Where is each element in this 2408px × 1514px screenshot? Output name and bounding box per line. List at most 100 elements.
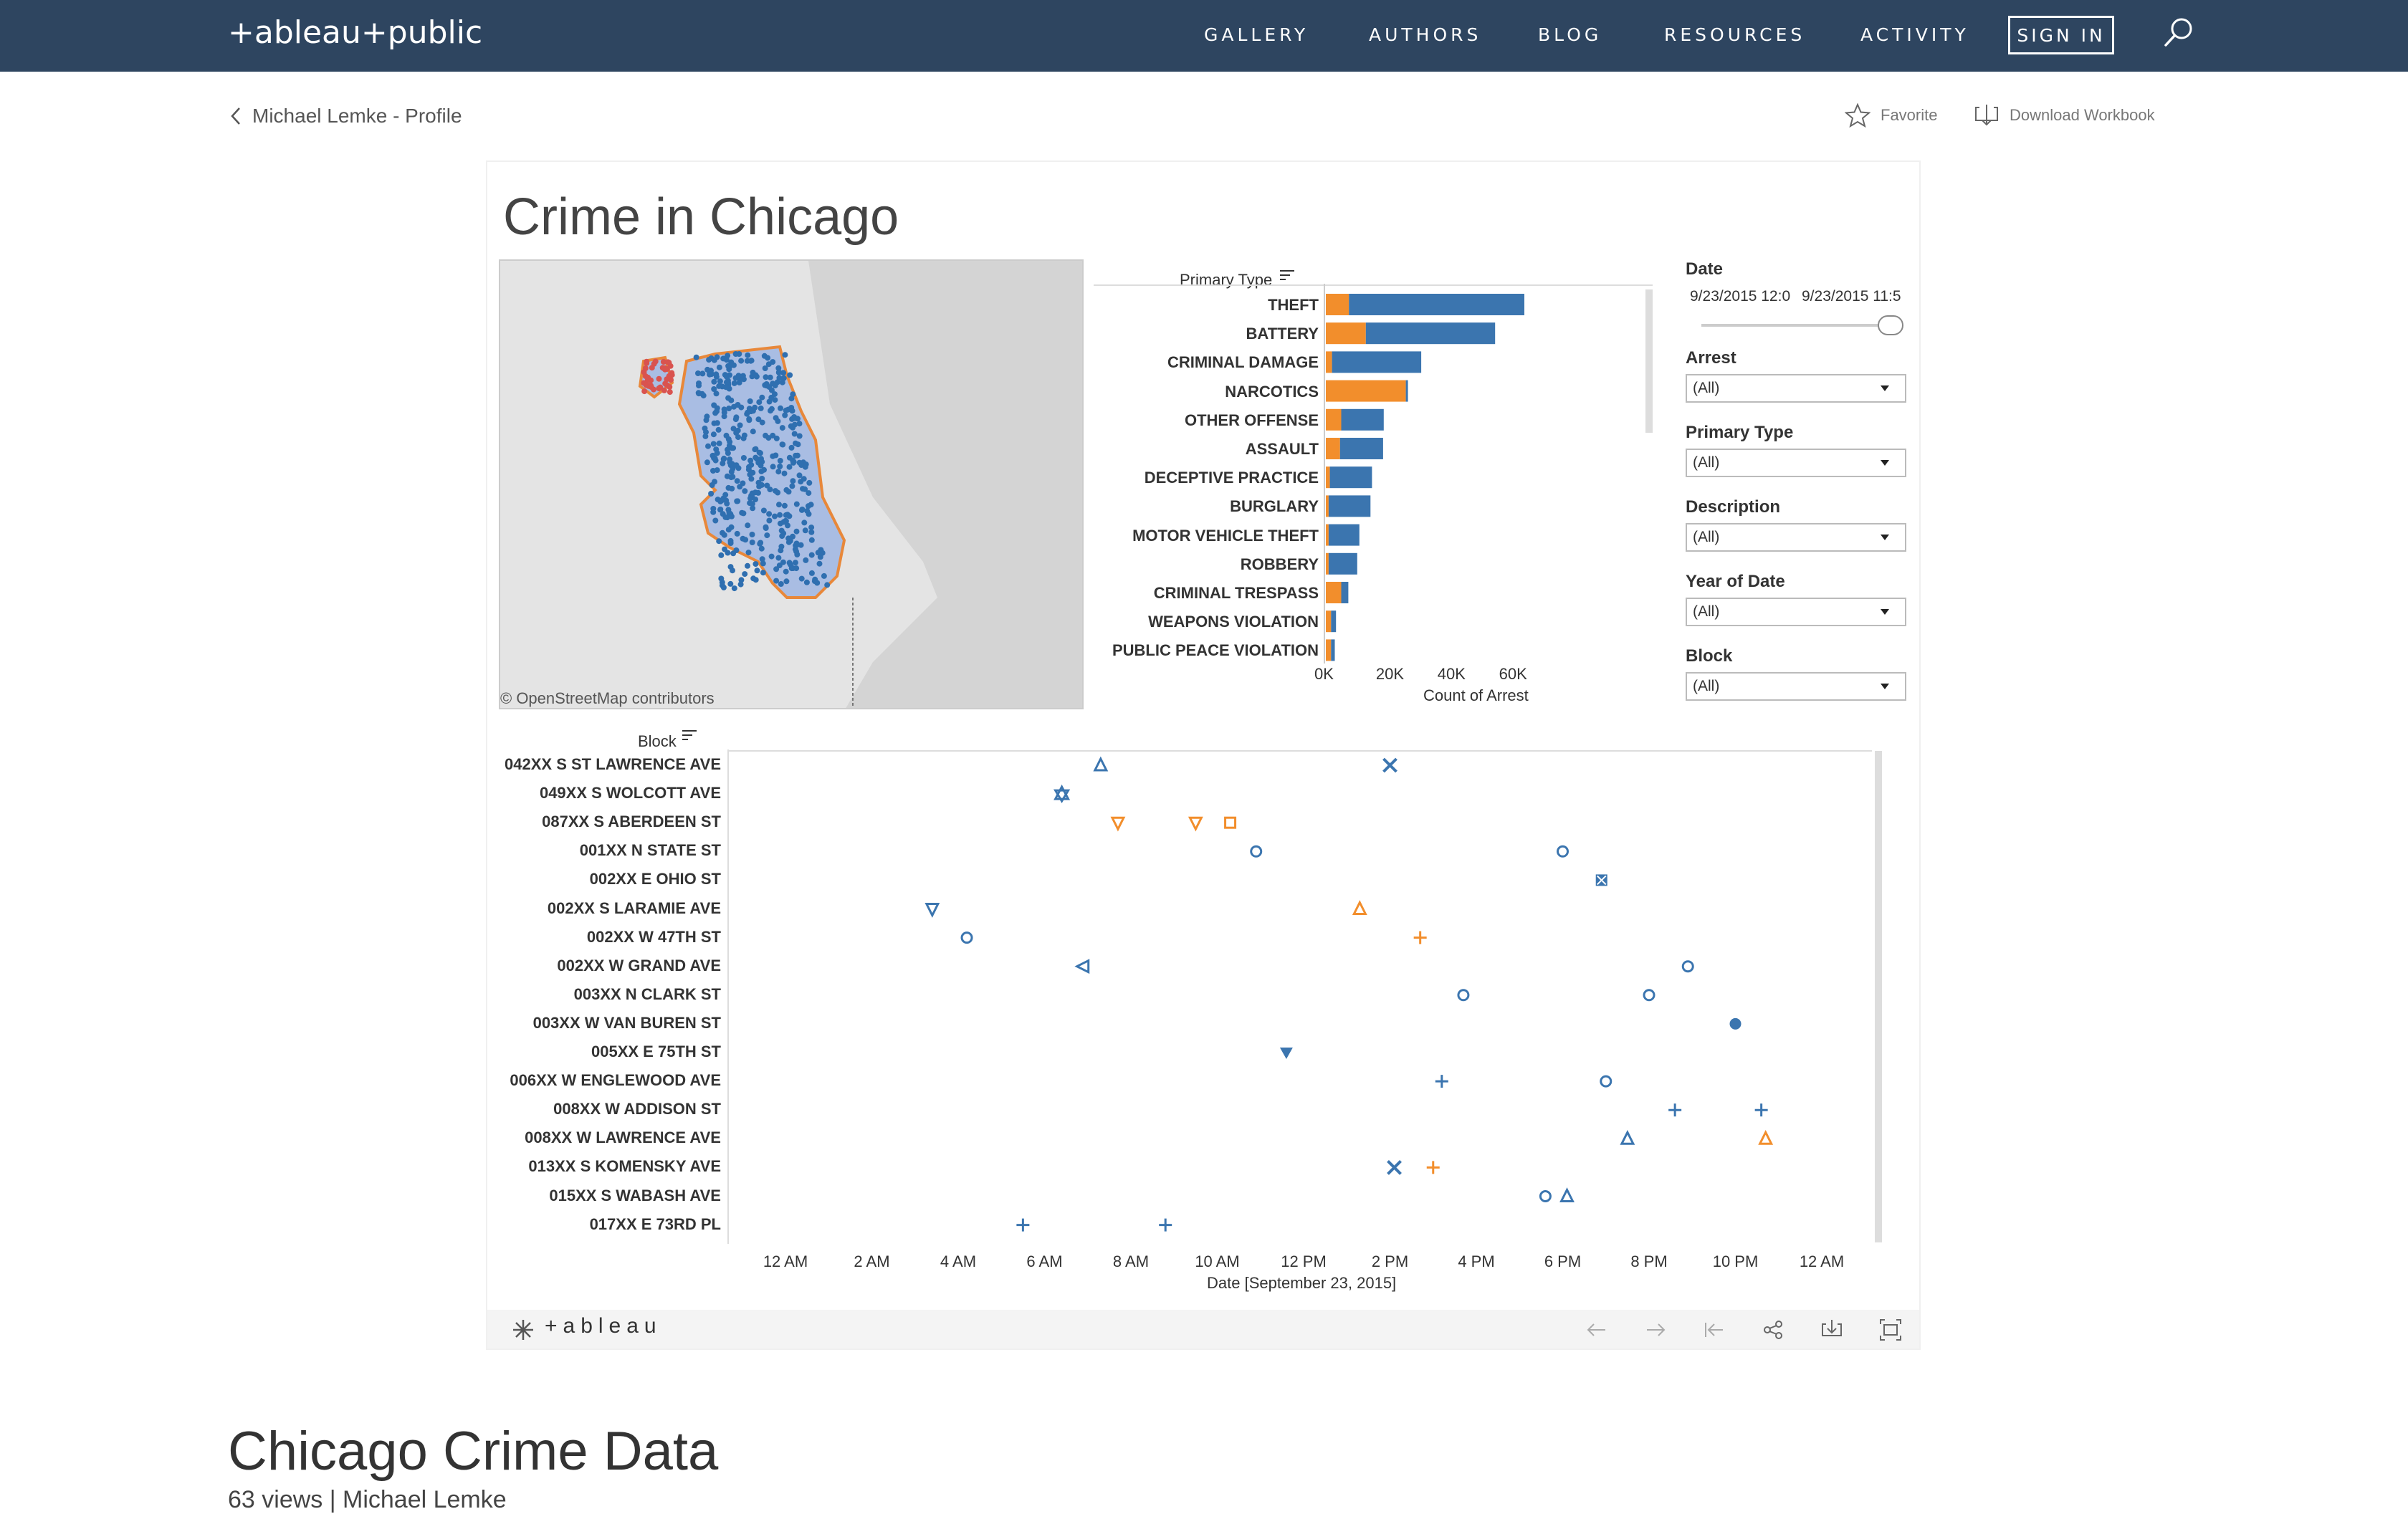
scatter-point[interactable] (1754, 1103, 1768, 1117)
bar-category-label[interactable]: DECEPTIVE PRACTICE (1144, 469, 1319, 487)
scatter-point[interactable] (1188, 816, 1203, 832)
scatter-point[interactable] (1600, 1075, 1612, 1088)
scatter-point[interactable] (1053, 784, 1071, 804)
bar-segment[interactable] (1326, 524, 1329, 546)
scatter-point[interactable] (1457, 989, 1470, 1002)
bar-category-label[interactable]: WEAPONS VIOLATION (1148, 613, 1319, 631)
scatter-point[interactable] (1382, 757, 1398, 773)
scatter-point[interactable] (1729, 1017, 1742, 1030)
scatter-point[interactable] (1557, 845, 1569, 858)
scatter-point[interactable] (924, 903, 940, 918)
scatter-point[interactable] (1668, 1103, 1682, 1117)
bar-segment[interactable] (1326, 495, 1329, 517)
bar-segment[interactable] (1349, 294, 1524, 315)
scatter-point[interactable] (1352, 900, 1367, 915)
block-row-label[interactable]: 002XX E OHIO ST (589, 870, 721, 888)
bar-segment[interactable] (1405, 380, 1408, 402)
scatter-point[interactable] (1224, 816, 1237, 829)
bar-segment[interactable] (1326, 294, 1349, 315)
block-row-label[interactable]: 002XX W 47TH ST (586, 927, 721, 946)
block-row-label[interactable]: 006XX W ENGLEWOOD AVE (510, 1071, 721, 1090)
scatter-point[interactable] (1279, 1048, 1293, 1059)
favorite-button[interactable]: Favorite (1845, 103, 1937, 128)
primary-type-bar-chart[interactable] (1094, 284, 1667, 671)
scatter-point[interactable] (1595, 874, 1607, 886)
filter-dropdown[interactable]: (All) (1686, 374, 1906, 403)
bar-segment[interactable] (1326, 408, 1342, 431)
filter-dropdown[interactable]: (All) (1686, 523, 1906, 552)
bar-segment[interactable] (1328, 524, 1360, 546)
bar-segment[interactable] (1326, 351, 1332, 373)
bar-segment[interactable] (1331, 610, 1337, 633)
tableau-footer-logo[interactable]: +ableau (545, 1314, 662, 1338)
scatter-point[interactable] (1426, 1161, 1440, 1174)
bar-category-label[interactable]: CRIMINAL DAMAGE (1167, 353, 1319, 372)
scatter-point[interactable] (960, 931, 973, 944)
scatter-point[interactable] (1435, 1075, 1448, 1088)
block-row-label[interactable]: 001XX N STATE ST (579, 841, 721, 860)
filter-dropdown[interactable]: (All) (1686, 598, 1906, 626)
nav-authors[interactable]: AUTHORS (1369, 24, 1482, 45)
scatter-point[interactable] (1074, 959, 1090, 974)
block-row-label[interactable]: 002XX S LARAMIE AVE (547, 899, 721, 917)
nav-gallery[interactable]: GALLERY (1204, 24, 1309, 45)
bar-category-label[interactable]: CRIMINAL TRESPASS (1153, 584, 1319, 602)
date-start[interactable]: 9/23/2015 12:0 (1690, 288, 1791, 305)
bar-segment[interactable] (1365, 322, 1496, 345)
tableau-mark-icon[interactable] (510, 1317, 536, 1343)
scatter-point[interactable] (1387, 1159, 1402, 1175)
scatter-scrollbar[interactable] (1875, 751, 1882, 1242)
nav-resources[interactable]: RESOURCES (1664, 24, 1806, 45)
bar-scrollbar[interactable] (1645, 289, 1653, 433)
bar-segment[interactable] (1329, 466, 1372, 489)
filter-dropdown[interactable]: (All) (1686, 449, 1906, 477)
bar-category-label[interactable]: BURGLARY (1230, 497, 1319, 516)
crime-map[interactable] (499, 259, 1084, 709)
block-row-label[interactable]: 017XX E 73RD PL (589, 1214, 721, 1233)
bar-category-label[interactable]: BATTERY (1246, 325, 1319, 343)
bar-segment[interactable] (1332, 351, 1422, 373)
scatter-point[interactable] (1758, 1129, 1774, 1145)
scatter-point[interactable] (1539, 1190, 1552, 1202)
scatter-point[interactable] (1093, 756, 1109, 772)
bar-segment[interactable] (1326, 466, 1330, 489)
scatter-point[interactable] (1559, 1187, 1575, 1202)
date-end[interactable]: 9/23/2015 11:5 (1802, 288, 1901, 305)
bar-segment[interactable] (1326, 610, 1332, 633)
download-viz-icon[interactable] (1820, 1318, 1843, 1341)
search-icon[interactable] (2161, 16, 2196, 50)
bar-segment[interactable] (1326, 639, 1332, 661)
scatter-point[interactable] (1250, 845, 1263, 858)
sign-in-button[interactable]: SIGN IN (2008, 16, 2114, 54)
bar-segment[interactable] (1328, 552, 1357, 575)
bar-segment[interactable] (1326, 552, 1329, 575)
block-row-label[interactable]: 002XX W GRAND AVE (557, 956, 721, 974)
block-row-label[interactable]: 008XX W LAWRENCE AVE (525, 1129, 721, 1147)
block-row-label[interactable]: 005XX E 75TH ST (591, 1043, 721, 1060)
block-row-label[interactable]: 087XX S ABERDEEN ST (542, 813, 721, 831)
bar-category-label[interactable]: ROBBERY (1240, 555, 1319, 573)
bar-category-label[interactable]: NARCOTICS (1225, 382, 1319, 401)
block-row-label[interactable]: 013XX S KOMENSKY AVE (528, 1157, 721, 1176)
date-slider-handle[interactable] (1878, 315, 1903, 335)
bar-segment[interactable] (1326, 582, 1342, 603)
bar-segment[interactable] (1331, 639, 1335, 661)
filter-dropdown[interactable]: (All) (1686, 672, 1906, 701)
bar-segment[interactable] (1326, 438, 1340, 459)
scatter-point[interactable] (1110, 816, 1126, 832)
tableau-public-logo[interactable]: +ableau+public (228, 14, 483, 51)
date-slider-track[interactable] (1701, 324, 1896, 327)
share-icon[interactable] (1762, 1318, 1784, 1341)
bar-category-label[interactable]: THEFT (1268, 296, 1319, 314)
bar-segment[interactable] (1326, 322, 1366, 345)
scatter-point[interactable] (1620, 1129, 1635, 1145)
fullscreen-icon[interactable] (1879, 1318, 1902, 1341)
revert-icon[interactable] (1703, 1318, 1726, 1341)
bar-segment[interactable] (1326, 380, 1406, 402)
scatter-point[interactable] (1016, 1218, 1030, 1232)
bar-category-label[interactable]: PUBLIC PEACE VIOLATION (1112, 641, 1319, 660)
undo-icon[interactable] (1585, 1318, 1608, 1341)
bar-category-label[interactable]: ASSAULT (1245, 440, 1319, 458)
block-sort-icon[interactable] (681, 728, 698, 744)
bar-segment[interactable] (1339, 438, 1383, 459)
